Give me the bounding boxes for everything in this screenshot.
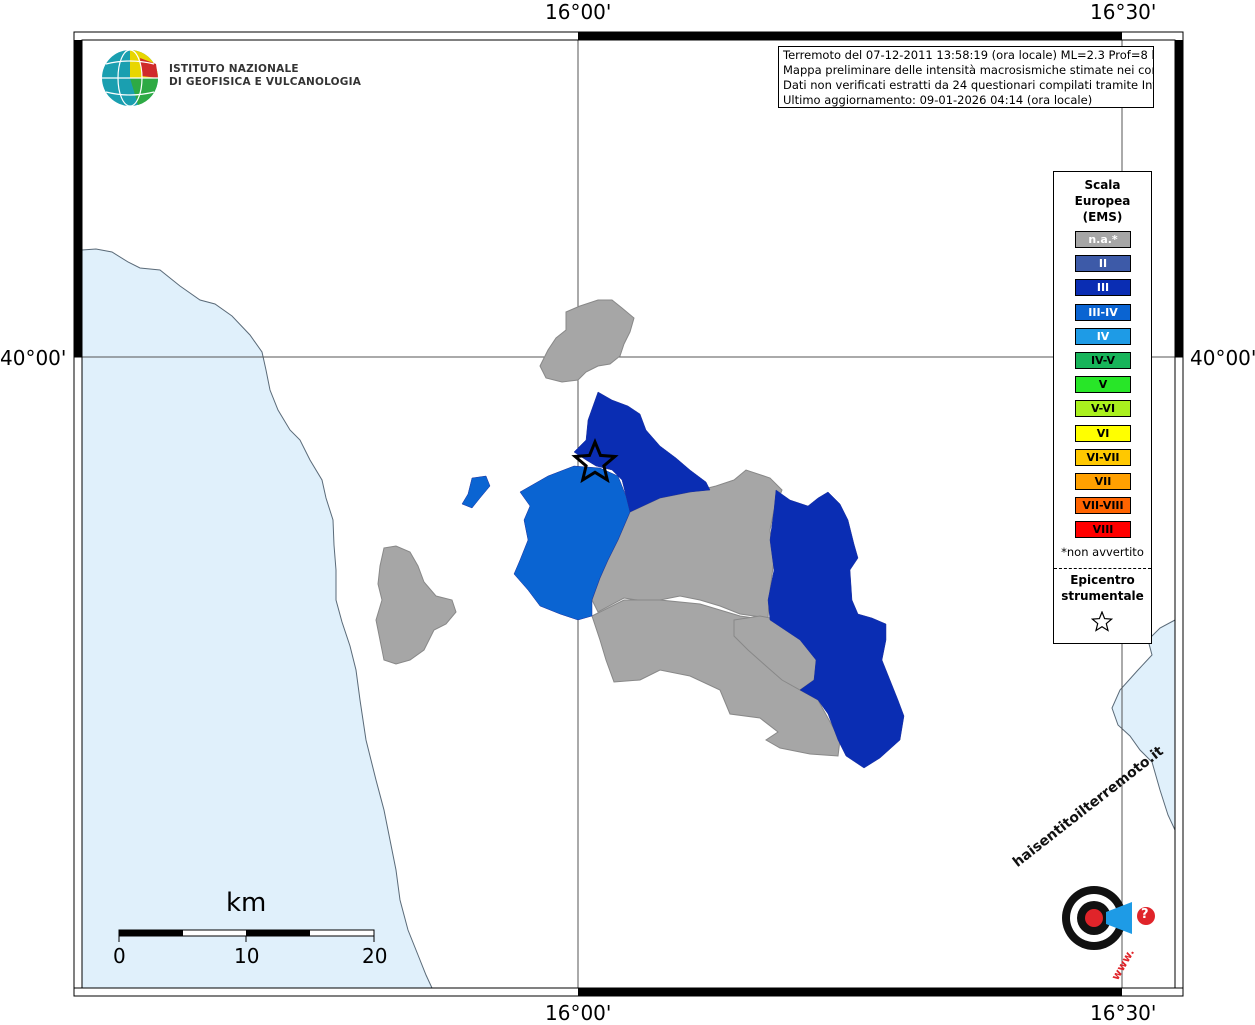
ingv-logo-text: ISTITUTO NAZIONALE DI GEOFISICA E VULCAN…: [169, 63, 361, 89]
legend-item: IV: [1075, 327, 1131, 345]
legend-item: V: [1075, 376, 1131, 394]
legend-item: VII-VIII: [1075, 497, 1131, 515]
org-line-2: DI GEOFISICA E VULCANOLOGIA: [169, 76, 362, 88]
event-info-line-2: Mappa preliminare delle intensità macros…: [783, 63, 1154, 77]
watermark-question: ?: [1141, 907, 1149, 922]
scale-unit-label: km: [226, 888, 267, 918]
event-info-line-3: Dati non verificati estratti da 24 quest…: [783, 78, 1154, 92]
lon-label-top-right: 16°30': [1090, 0, 1157, 24]
intensity-zones: [461, 391, 905, 769]
tyrrhenian-sea: [81, 248, 433, 989]
event-info-line-1: Terremoto del 07-12-2011 13:58:19 (ora l…: [783, 48, 1154, 62]
epicenter-star[interactable]: [571, 438, 619, 484]
ionian-sea: [1111, 619, 1176, 831]
org-line-1: ISTITUTO NAZIONALE: [169, 63, 299, 75]
lat-label-left: 40°00': [0, 346, 67, 370]
legend-item: VII: [1075, 473, 1131, 490]
lon-label-top-left: 16°00': [545, 0, 612, 24]
legend-separator: [1054, 568, 1151, 569]
event-info-box: Terremoto del 07-12-2011 13:58:19 (ora l…: [778, 46, 1154, 108]
legend-title: Scala Europea (EMS): [1054, 177, 1151, 225]
legend-epicenter: Epicentro strumentale: [1054, 572, 1151, 604]
municipality-iii-small: [461, 475, 491, 509]
legend-note: *non avvertito: [1061, 545, 1144, 559]
legend-item: VIII: [1075, 521, 1131, 539]
scale-bar: [118, 929, 375, 942]
legend-epicenter-line-1: Epicentro: [1070, 573, 1135, 587]
lat-label-right: 40°00': [1190, 346, 1255, 370]
legend-item: III-IV: [1075, 303, 1131, 321]
legend-item: VI-VII: [1075, 448, 1131, 466]
scale-tick-0: 0: [113, 944, 126, 968]
municipality-na-west: [375, 545, 457, 665]
lon-label-bottom-left: 16°00': [545, 1001, 612, 1025]
map-frame: [73, 31, 1184, 997]
municipality-iii-iv: [513, 465, 631, 621]
ingv-logo: [102, 49, 159, 107]
legend-title-line-1: Scala: [1084, 178, 1121, 192]
lon-label-bottom-right: 16°30': [1090, 1001, 1157, 1025]
ems-legend: Scala Europea (EMS) n.a.* II III III-IV IV IV…: [1053, 171, 1152, 644]
legend-item: IV-V: [1075, 352, 1131, 369]
scale-tick-20: 20: [362, 944, 388, 968]
legend-epicenter-line-2: strumentale: [1061, 589, 1144, 603]
legend-title-line-3: (EMS): [1082, 210, 1123, 224]
municipality-iii-north: [573, 391, 711, 513]
legend-title-line-2: Europea: [1074, 194, 1131, 208]
municipality-na-north: [539, 299, 635, 383]
legend-item: III: [1075, 279, 1131, 297]
legend-item: V-VI: [1075, 400, 1131, 418]
legend-item: n.a.*: [1075, 231, 1131, 248]
scale-tick-10: 10: [234, 944, 260, 968]
event-info-line-4: Ultimo aggiornamento: 09-01-2026 04:14 (…: [783, 93, 1093, 107]
legend-star-icon: [1091, 611, 1113, 632]
haisentito-logo[interactable]: [1062, 886, 1155, 950]
municipality-iii-east: [767, 489, 905, 769]
legend-item: II: [1075, 255, 1131, 273]
legend-item: VI: [1075, 424, 1131, 442]
